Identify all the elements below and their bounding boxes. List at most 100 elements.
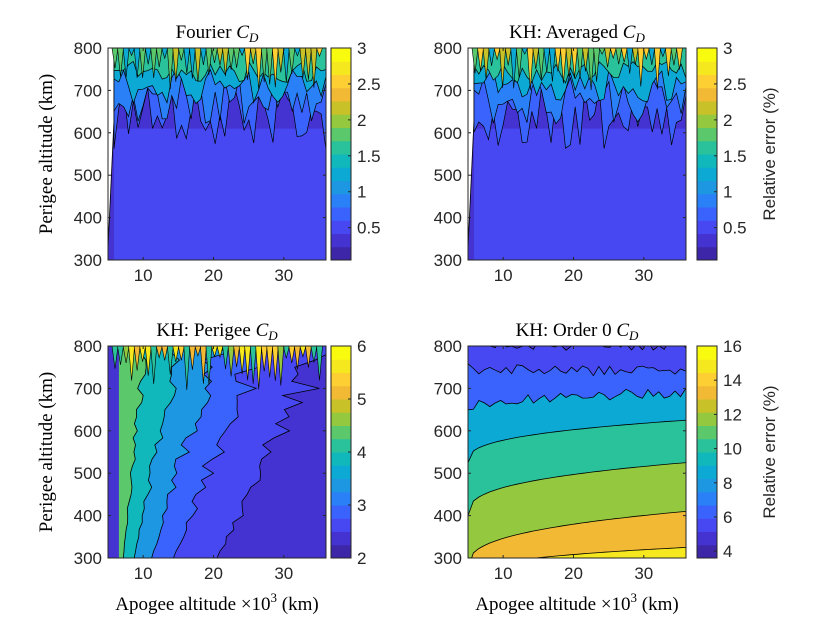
colorbar-segment (697, 438, 717, 453)
contour-patch (155, 346, 163, 359)
contour-patch (227, 48, 235, 70)
x-tick-label: 20 (204, 266, 223, 285)
colorbar-box (696, 345, 718, 559)
colorbar: 0.5 1 1.5 2 2.5 3 (696, 39, 747, 261)
contour-patch (205, 48, 213, 75)
colorbar-tick-label: 1.5 (357, 147, 381, 166)
contour-patch (493, 48, 501, 61)
contour-patch (150, 346, 158, 385)
colorbar-segment (331, 452, 351, 466)
colorbar-segment (331, 438, 351, 453)
colorbar-tick-label: 3 (357, 39, 366, 58)
colorbar-segment (331, 544, 351, 559)
colorbar-segment (697, 87, 717, 102)
colorbar-tick-label: 2 (357, 111, 366, 130)
contour-patch (626, 48, 634, 74)
contour-patch (117, 346, 124, 365)
contour-patch (271, 48, 279, 88)
contour-patch (189, 48, 196, 79)
contour-patch (488, 48, 495, 66)
contour-patch (560, 48, 567, 84)
contour-patch (166, 48, 174, 90)
contour-patch (133, 48, 141, 78)
colorbar-segment (697, 127, 717, 142)
colorbar-segment (331, 372, 351, 387)
subplot-title: KH: Perigee CD (156, 320, 278, 343)
colorbar-segment (697, 114, 717, 128)
contour-patch (200, 48, 207, 65)
colorbar-tick-label: 16 (723, 337, 742, 356)
contour-patch (537, 48, 545, 80)
colorbar-segment (697, 399, 717, 413)
contour-band (108, 346, 119, 558)
colorbar-box (696, 47, 718, 261)
colorbar-segment (331, 478, 351, 493)
contour-patch (271, 346, 279, 382)
colorbar-segment (697, 48, 717, 62)
contour-patch (249, 48, 257, 64)
colorbar-segment (697, 61, 717, 75)
colorbar-segment (331, 101, 351, 115)
contour-patch (144, 48, 152, 65)
x-tick-label: 20 (204, 564, 223, 583)
contour-patch (255, 48, 263, 90)
colorbar-segment (697, 491, 717, 506)
x-tick-label: 30 (274, 564, 293, 583)
y-tick-label: 500 (434, 464, 462, 483)
contour-patch (543, 48, 551, 72)
colorbar-tick-label: 2 (357, 549, 366, 568)
contour-patch (631, 48, 639, 65)
colorbar-segment (331, 48, 351, 62)
contour-patch (316, 346, 323, 381)
contour-patch (282, 346, 290, 359)
contour-band (114, 128, 326, 260)
contour-patch (288, 48, 296, 75)
colorbar-segment (331, 114, 351, 128)
contour-patch (150, 48, 158, 79)
contour-patch (637, 48, 645, 87)
colorbar-segment (697, 412, 717, 426)
contour-patch (211, 48, 218, 63)
colorbar-segment (331, 140, 351, 155)
y-tick-label: 500 (74, 464, 102, 483)
colorbar: 0.5 1 1.5 2 2.5 3 (330, 39, 381, 261)
colorbar-segment (697, 452, 717, 466)
colorbar-label: Relative error (%) (760, 385, 779, 518)
contour-patch (294, 48, 301, 57)
contour-patch (122, 48, 130, 78)
subplot-3: 10 20 30 300 400 500 600 700 800 KH: Perigee CD 2 3… (36, 320, 366, 615)
contour-patch (676, 48, 683, 70)
contour-patch (532, 48, 540, 70)
contour-patch (222, 48, 229, 77)
x-tick-label: 10 (134, 266, 153, 285)
colorbar-segment (331, 491, 351, 506)
subplot-title: KH: Averaged CD (509, 22, 645, 45)
contour-patch (288, 346, 296, 364)
contour-patch (576, 48, 584, 79)
colorbar-segment (697, 74, 717, 89)
contour-patch (233, 346, 240, 368)
contour-patch (222, 346, 229, 370)
x-tick-label: 30 (634, 266, 653, 285)
colorbar-segment (331, 518, 351, 532)
y-tick-label: 600 (434, 422, 462, 441)
colorbar-segment (331, 180, 351, 195)
contour-patch (554, 48, 562, 72)
contour-plot (108, 346, 326, 558)
contour-patch (122, 346, 130, 364)
contour-patch (648, 48, 656, 65)
colorbar-tick-label: 4 (723, 542, 732, 561)
contour-patch (654, 48, 661, 90)
contour-patch (111, 346, 119, 369)
colorbar-tick-label: 4 (357, 443, 366, 462)
colorbar-tick-label: 6 (723, 508, 732, 527)
contour-patch (670, 48, 678, 66)
colorbar-tick-label: 8 (723, 474, 732, 493)
colorbar-segment (331, 465, 351, 479)
y-tick-label: 700 (74, 379, 102, 398)
contour-patch (665, 48, 672, 77)
colorbar-segment (331, 74, 351, 89)
colorbar-segment (331, 167, 351, 181)
subplot-title: Fourier CD (176, 22, 259, 45)
colorbar-segment (697, 101, 717, 115)
